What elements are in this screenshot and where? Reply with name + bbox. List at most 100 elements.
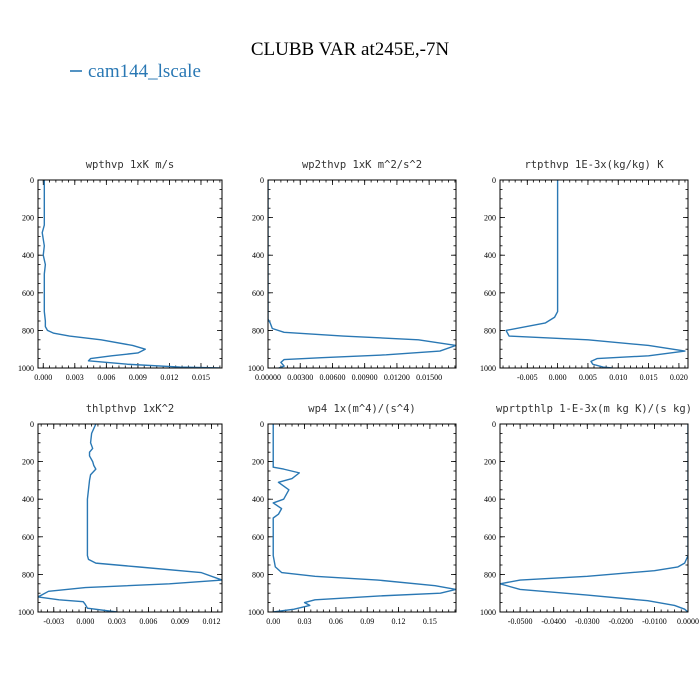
subplot-title: thlpthvp 1xK^2	[86, 403, 175, 415]
x-tick-label: -0.0500	[508, 617, 533, 626]
y-tick-label: 400	[252, 251, 264, 260]
subplot-title: rtpthvp 1E-3x(kg/kg) K	[524, 159, 664, 171]
x-tick-label: 0.06	[329, 617, 343, 626]
y-tick-label: 200	[252, 458, 264, 467]
x-tick-label: 0.00	[266, 617, 280, 626]
subplot-5: wp4 1x(m^4)/(s^4) 0.00 0.03 0.06 0.09 0.12 0.1…	[248, 403, 457, 626]
subplot-6: wprtpthlp 1-E-3x(m kg K)/(s kg) -0.0500 -0…	[480, 403, 699, 626]
y-tick-label: 200	[22, 214, 34, 223]
x-tick-label: 0.000	[549, 373, 567, 382]
x-tick-label: 0.12	[392, 617, 406, 626]
series-line-cam144_lscale	[272, 424, 456, 612]
series-line-cam144_lscale	[505, 180, 686, 368]
x-tick-label: 0.00000	[255, 373, 281, 382]
subplot-3: rtpthvp 1E-3x(kg/kg) K -0.005 0.000 0.005 0.…	[480, 159, 689, 382]
y-tick-label: 200	[22, 458, 34, 467]
y-tick-label: 200	[484, 458, 496, 467]
y-tick-label: 600	[252, 533, 264, 542]
y-tick-label: 0	[260, 176, 264, 185]
y-tick-label: 1000	[480, 608, 496, 617]
subplot-frame	[37, 179, 223, 369]
legend: cam144_lscale	[70, 61, 201, 82]
y-tick-label: 1000	[18, 364, 34, 373]
x-tick-label: 0.006	[139, 617, 157, 626]
y-tick-label: 1000	[18, 608, 34, 617]
y-tick-label: 0	[492, 420, 496, 429]
x-tick-label: 0.005	[579, 373, 597, 382]
series-line-cam144_lscale	[500, 424, 688, 612]
x-tick-label: -0.0300	[575, 617, 600, 626]
y-tick-label: 0	[260, 420, 264, 429]
y-tick-label: 800	[22, 326, 34, 335]
x-tick-label: 0.003	[108, 617, 126, 626]
y-tick-label: 400	[22, 495, 34, 504]
x-tick-label: 0.010	[609, 373, 627, 382]
subplot-frame	[499, 179, 689, 369]
x-tick-label: 0.012	[160, 373, 178, 382]
y-tick-label: 1000	[248, 364, 264, 373]
subplot-title: wp2thvp 1xK m^2/s^2	[302, 159, 422, 171]
x-tick-label: 0.015	[640, 373, 658, 382]
x-tick-label: 0.03	[298, 617, 312, 626]
x-tick-label: 0.00600	[319, 373, 345, 382]
y-tick-label: 600	[22, 533, 34, 542]
y-tick-label: 600	[22, 289, 34, 298]
x-tick-label: 0.00900	[352, 373, 378, 382]
x-tick-label: 0.00300	[287, 373, 313, 382]
y-tick-label: 1000	[248, 608, 264, 617]
subplot-title: wpthvp 1xK m/s	[86, 159, 175, 171]
x-tick-label: 0.000	[34, 373, 52, 382]
y-tick-label: 1000	[480, 364, 496, 373]
x-tick-label: 0.01200	[384, 373, 410, 382]
series-line-cam144_lscale	[41, 180, 220, 368]
x-tick-label: 0.015	[192, 373, 210, 382]
x-tick-label: -0.005	[517, 373, 538, 382]
x-tick-label: 0.000	[76, 617, 94, 626]
subplot-4: thlpthvp 1xK^2 -0.003 0.000 0.003 0.006 0.009…	[18, 403, 223, 626]
x-tick-label: 0.020	[670, 373, 688, 382]
x-tick-label: 0.012	[202, 617, 220, 626]
y-tick-label: 400	[252, 495, 264, 504]
x-tick-label: -0.003	[43, 617, 64, 626]
y-tick-label: 800	[252, 326, 264, 335]
subplot-title: wp4 1x(m^4)/(s^4)	[308, 403, 415, 415]
y-tick-label: 800	[484, 326, 496, 335]
x-tick-label: 0.003	[66, 373, 84, 382]
x-tick-label: -0.0100	[642, 617, 667, 626]
x-tick-label: 0.09	[360, 617, 374, 626]
y-tick-label: 400	[484, 495, 496, 504]
x-tick-label: 0.009	[171, 617, 189, 626]
series-line-cam144_lscale	[268, 180, 456, 368]
y-tick-label: 600	[484, 289, 496, 298]
x-tick-label: -0.0200	[609, 617, 634, 626]
series-line-cam144_lscale	[38, 424, 222, 612]
y-tick-label: 800	[22, 570, 34, 579]
subplot-frame	[267, 423, 457, 613]
subplot-frame	[37, 423, 223, 613]
y-tick-label: 0	[30, 176, 34, 185]
x-tick-label: 0.006	[97, 373, 115, 382]
subplot-1: wpthvp 1xK m/s 0.000 0.003 0.006 0.009 0.012 0…	[18, 159, 223, 382]
y-tick-label: 200	[252, 214, 264, 223]
y-tick-label: 400	[484, 251, 496, 260]
y-tick-label: 800	[484, 570, 496, 579]
x-tick-label: 0.009	[129, 373, 147, 382]
x-tick-label: -0.0400	[541, 617, 566, 626]
y-tick-label: 200	[484, 214, 496, 223]
y-tick-label: 0	[492, 176, 496, 185]
subplot-grid: wpthvp 1xK m/s0.000 0.003 0.006 0.009 0.012 0…	[18, 159, 699, 626]
subplot-frame	[267, 179, 457, 369]
y-tick-label: 400	[22, 251, 34, 260]
x-tick-label: 0.01500	[416, 373, 442, 382]
x-tick-label: 0.15	[423, 617, 437, 626]
legend-label: cam144_lscale	[88, 61, 201, 82]
subplot-title: wprtpthlp 1-E-3x(m kg K)/(s kg)	[496, 403, 692, 415]
y-tick-label: 600	[484, 533, 496, 542]
x-tick-label: 0.0000	[677, 617, 699, 626]
y-tick-label: 600	[252, 289, 264, 298]
figure-title: CLUBB VAR at245E,-7N	[251, 39, 450, 60]
subplot-2: wp2thvp 1xK m^2/s^2 0.00000 0.00300 0.00600…	[248, 159, 457, 382]
subplot-frame	[499, 423, 689, 613]
